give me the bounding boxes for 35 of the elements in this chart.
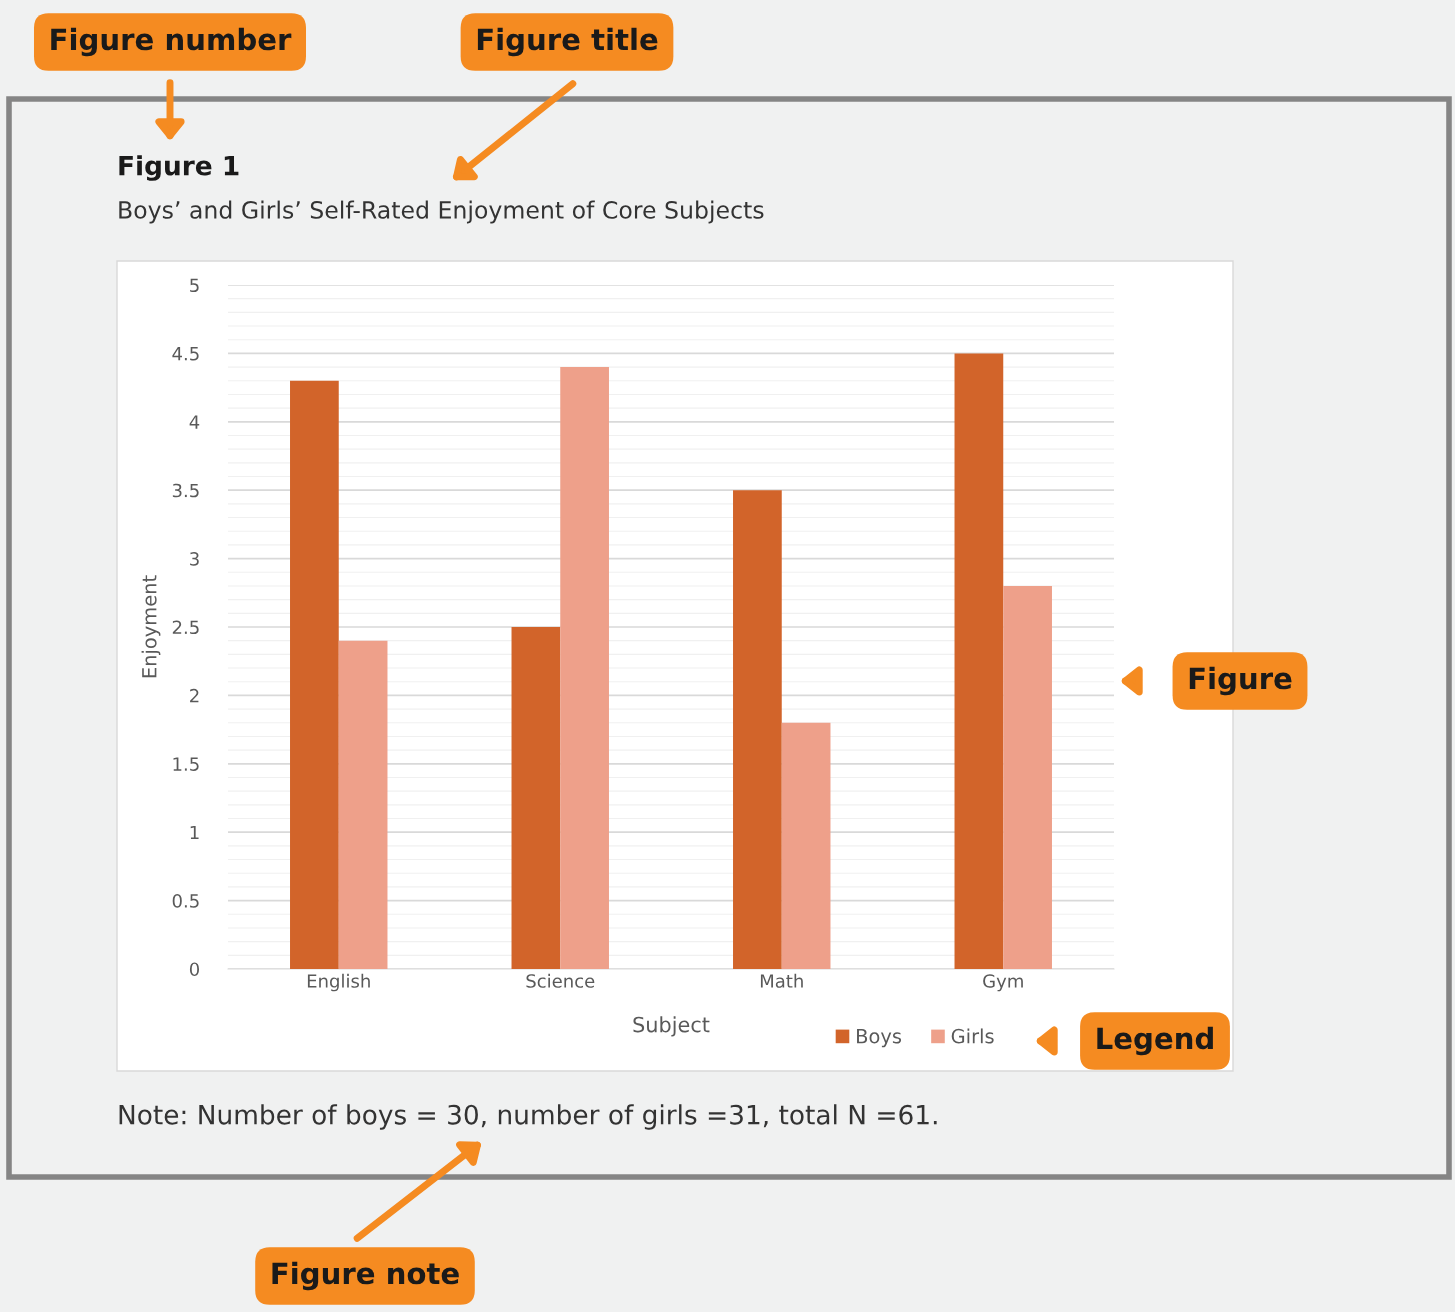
text: Figure note	[272, 1261, 459, 1291]
y-tick-label: 1.5	[173, 757, 199, 771]
chart-subtitle: Boys’ and Girls’ Self-Rated Enjoyment of Core Subjects	[119, 200, 764, 224]
bar	[954, 353, 1004, 969]
y-tick-label: 2.5	[172, 620, 199, 635]
x-axis-title: Subject	[633, 1016, 710, 1037]
x-tick-label: Gym	[983, 974, 1023, 992]
bar	[290, 380, 339, 969]
y-tick-label: 0	[189, 962, 200, 977]
bar	[511, 627, 561, 969]
x-tick-label: Math	[760, 973, 803, 988]
text: Figure	[1189, 666, 1292, 696]
x-tick-label: Science	[526, 973, 595, 988]
text: Figure title	[477, 27, 658, 57]
bar	[560, 367, 609, 969]
y-tick-label: 0.5	[172, 894, 199, 908]
bar	[781, 722, 831, 969]
y-tick-label: 4.5	[172, 347, 199, 361]
text: Legend	[1097, 1026, 1213, 1056]
bar	[1003, 585, 1052, 969]
legend-label: Girls	[951, 1028, 994, 1044]
y-axis-title: Enjoyment	[141, 575, 161, 678]
bar	[733, 490, 782, 969]
chart-title: Figure 1	[119, 155, 239, 181]
y-tick-label: 2	[190, 688, 199, 703]
y-tick-label: 4	[189, 415, 200, 429]
y-tick-label: 1	[190, 825, 199, 840]
bar	[338, 640, 388, 969]
text: Note: Number of boys = 30, number of girls =31, total N =61.	[119, 1104, 937, 1130]
x-tick-label: English	[307, 973, 370, 992]
y-tick-label: 5	[190, 278, 199, 293]
y-tick-label: 3	[190, 552, 199, 566]
legend-label: Boys	[857, 1029, 902, 1048]
text: Figure number	[51, 27, 292, 57]
y-tick-label: 3.5	[172, 483, 199, 498]
